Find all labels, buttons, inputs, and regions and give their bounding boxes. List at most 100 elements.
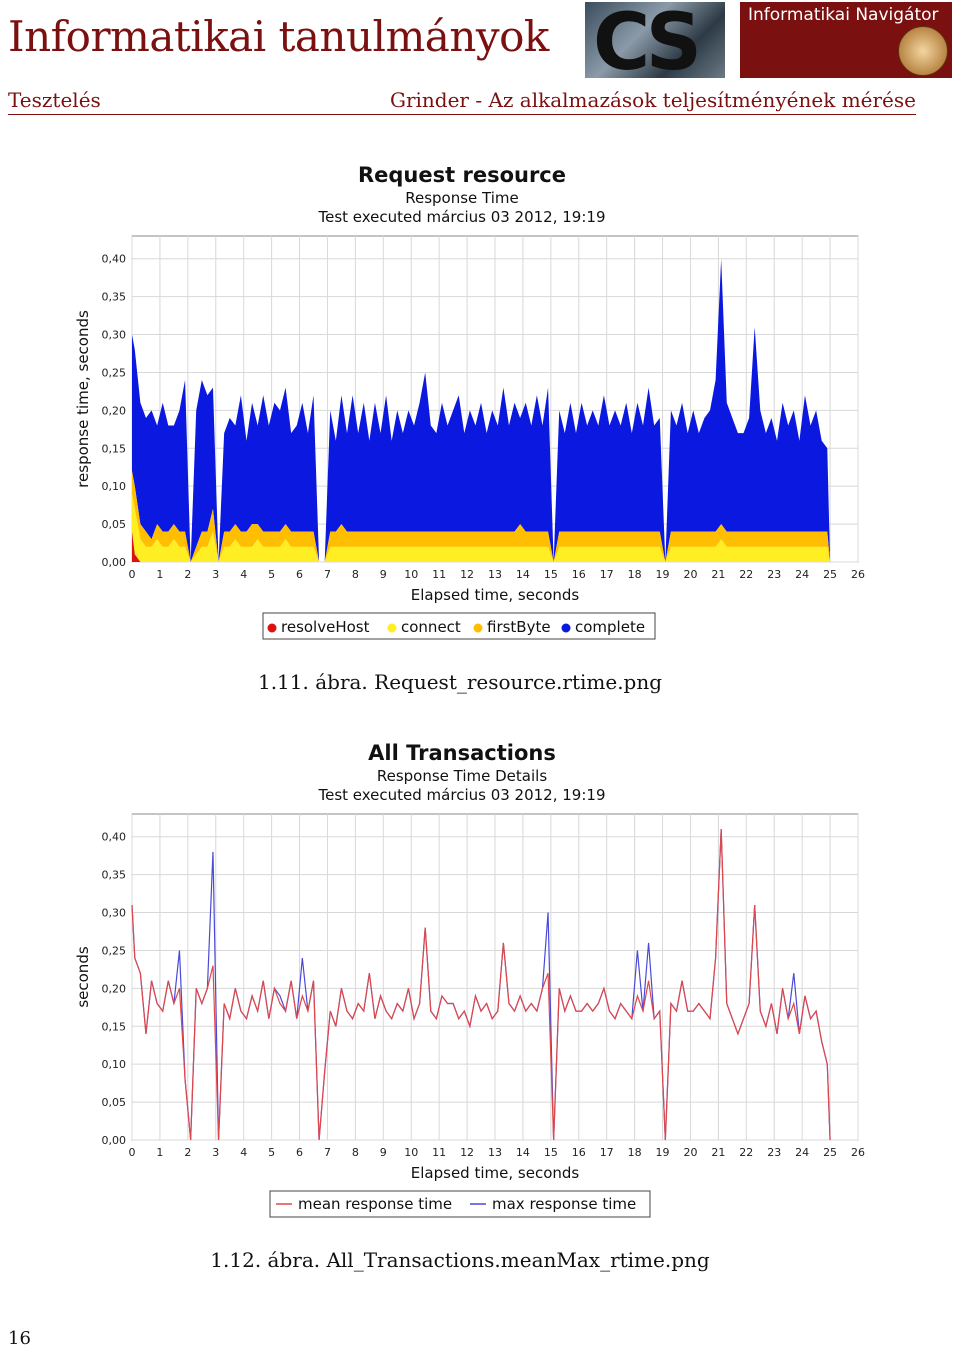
y-tick-label: 0,20 [102, 404, 127, 417]
area-series-connect [132, 493, 831, 562]
x-tick-label: 11 [432, 568, 446, 581]
y-tick-label: 0,25 [102, 366, 127, 379]
x-tick-label: 12 [460, 568, 474, 581]
x-tick-label: 9 [380, 1146, 387, 1159]
y-tick-label: 0,15 [102, 442, 127, 455]
x-tick-label: 17 [600, 1146, 614, 1159]
section-name: Tesztelés [8, 88, 101, 112]
x-tick-label: 3 [212, 1146, 219, 1159]
y-axis-label: response time, seconds [74, 310, 92, 488]
chart-title: Request resource [358, 163, 566, 187]
line-series-mean-response-time [131, 829, 831, 1141]
y-tick-label: 0,20 [102, 982, 127, 995]
x-tick-label: 2 [184, 568, 191, 581]
area-series-firstByte [132, 471, 831, 562]
legend-marker [387, 623, 397, 633]
figure-caption-1: 1.11. ábra. Request_resource.rtime.png [257, 670, 663, 694]
x-tick-label: 24 [795, 1146, 809, 1159]
x-tick-label: 15 [544, 1146, 558, 1159]
x-tick-label: 23 [767, 568, 781, 581]
legend-label: resolveHost [281, 618, 370, 636]
x-tick-label: 1 [156, 1146, 163, 1159]
x-tick-label: 14 [516, 1146, 530, 1159]
figure-caption-2: 1.12. ábra. All_Transactions.meanMax_rti… [210, 1248, 710, 1272]
x-tick-label: 10 [404, 1146, 418, 1159]
x-tick-label: 18 [628, 1146, 642, 1159]
x-tick-label: 4 [240, 1146, 247, 1159]
x-tick-label: 19 [656, 1146, 670, 1159]
legend-box [269, 1190, 651, 1218]
cs-logo: CS [585, 0, 725, 88]
y-tick-label: 0,05 [102, 1096, 127, 1109]
x-tick-label: 5 [268, 1146, 275, 1159]
x-tick-label: 18 [628, 568, 642, 581]
x-tick-label: 21 [711, 1146, 725, 1159]
x-tick-label: 16 [572, 568, 586, 581]
x-tick-label: 8 [352, 1146, 359, 1159]
x-tick-label: 25 [823, 1146, 837, 1159]
article-subtitle: Grinder - Az alkalmazások teljesítményén… [389, 88, 916, 112]
x-tick-label: 19 [656, 568, 670, 581]
y-tick-label: 0,30 [102, 329, 127, 342]
x-tick-label: 22 [739, 1146, 753, 1159]
y-axis-label: seconds [74, 946, 92, 1007]
navigator-banner: Informatikai Navigátor [740, 2, 952, 78]
x-tick-label: 25 [823, 568, 837, 581]
chart-legend: resolveHost connect firstByte complete [262, 612, 656, 640]
page-number: 16 [8, 1328, 31, 1349]
y-tick-label: 0,35 [102, 291, 127, 304]
x-tick-label: 13 [488, 1146, 502, 1159]
x-tick-label: 16 [572, 1146, 586, 1159]
y-tick-label: 0,40 [102, 831, 127, 844]
x-axis-label: Elapsed time, seconds [411, 586, 580, 604]
x-tick-label: 11 [432, 1146, 446, 1159]
area-series-complete [132, 258, 831, 562]
legend-marker [473, 623, 483, 633]
x-tick-label: 2 [184, 1146, 191, 1159]
chart-subtitle-date: Test executed március 03 2012, 19:19 [317, 786, 605, 804]
y-tick-label: 0,35 [102, 869, 127, 882]
x-tick-label: 7 [324, 568, 331, 581]
y-tick-label: 0,10 [102, 1058, 127, 1071]
logo-text: CS [593, 0, 702, 88]
x-tick-label: 0 [129, 568, 136, 581]
x-tick-label: 20 [683, 1146, 697, 1159]
y-tick-label: 0,25 [102, 944, 127, 957]
y-tick-label: 0,15 [102, 1020, 127, 1033]
chart-legend: mean response time max response time [269, 1190, 651, 1218]
x-tick-label: 7 [324, 1146, 331, 1159]
x-tick-label: 26 [851, 1146, 865, 1159]
chart-subtitle: Response Time Details [377, 767, 547, 785]
y-tick-label: 0,30 [102, 907, 127, 920]
legend-marker [267, 623, 277, 633]
header-rule [8, 114, 916, 115]
y-tick-label: 0,10 [102, 480, 127, 493]
compass-icon [898, 26, 948, 76]
y-tick-label: 0,00 [102, 1134, 127, 1147]
x-tick-label: 20 [683, 568, 697, 581]
x-tick-label: 13 [488, 568, 502, 581]
legend-label: firstByte [487, 618, 551, 636]
x-tick-label: 17 [600, 568, 614, 581]
x-tick-label: 6 [296, 1146, 303, 1159]
x-tick-label: 10 [404, 568, 418, 581]
y-tick-label: 0,40 [102, 253, 127, 266]
legend-label: complete [575, 618, 645, 636]
x-tick-label: 15 [544, 568, 558, 581]
legend-label: mean response time [298, 1195, 452, 1213]
x-tick-label: 23 [767, 1146, 781, 1159]
x-tick-label: 9 [380, 568, 387, 581]
x-tick-label: 14 [516, 568, 530, 581]
chart-title: All Transactions [368, 741, 556, 765]
x-tick-label: 6 [296, 568, 303, 581]
x-tick-label: 4 [240, 568, 247, 581]
all-transactions-chart: All Transactions Response Time DetailsTes… [74, 741, 865, 1218]
navigator-label: Informatikai Navigátor [748, 5, 939, 25]
legend-label: connect [401, 618, 461, 636]
chart-subtitle-date: Test executed március 03 2012, 19:19 [317, 208, 605, 226]
y-tick-label: 0,00 [102, 556, 127, 569]
legend-label: max response time [492, 1195, 636, 1213]
legend-marker [561, 623, 571, 633]
x-tick-label: 0 [129, 1146, 136, 1159]
